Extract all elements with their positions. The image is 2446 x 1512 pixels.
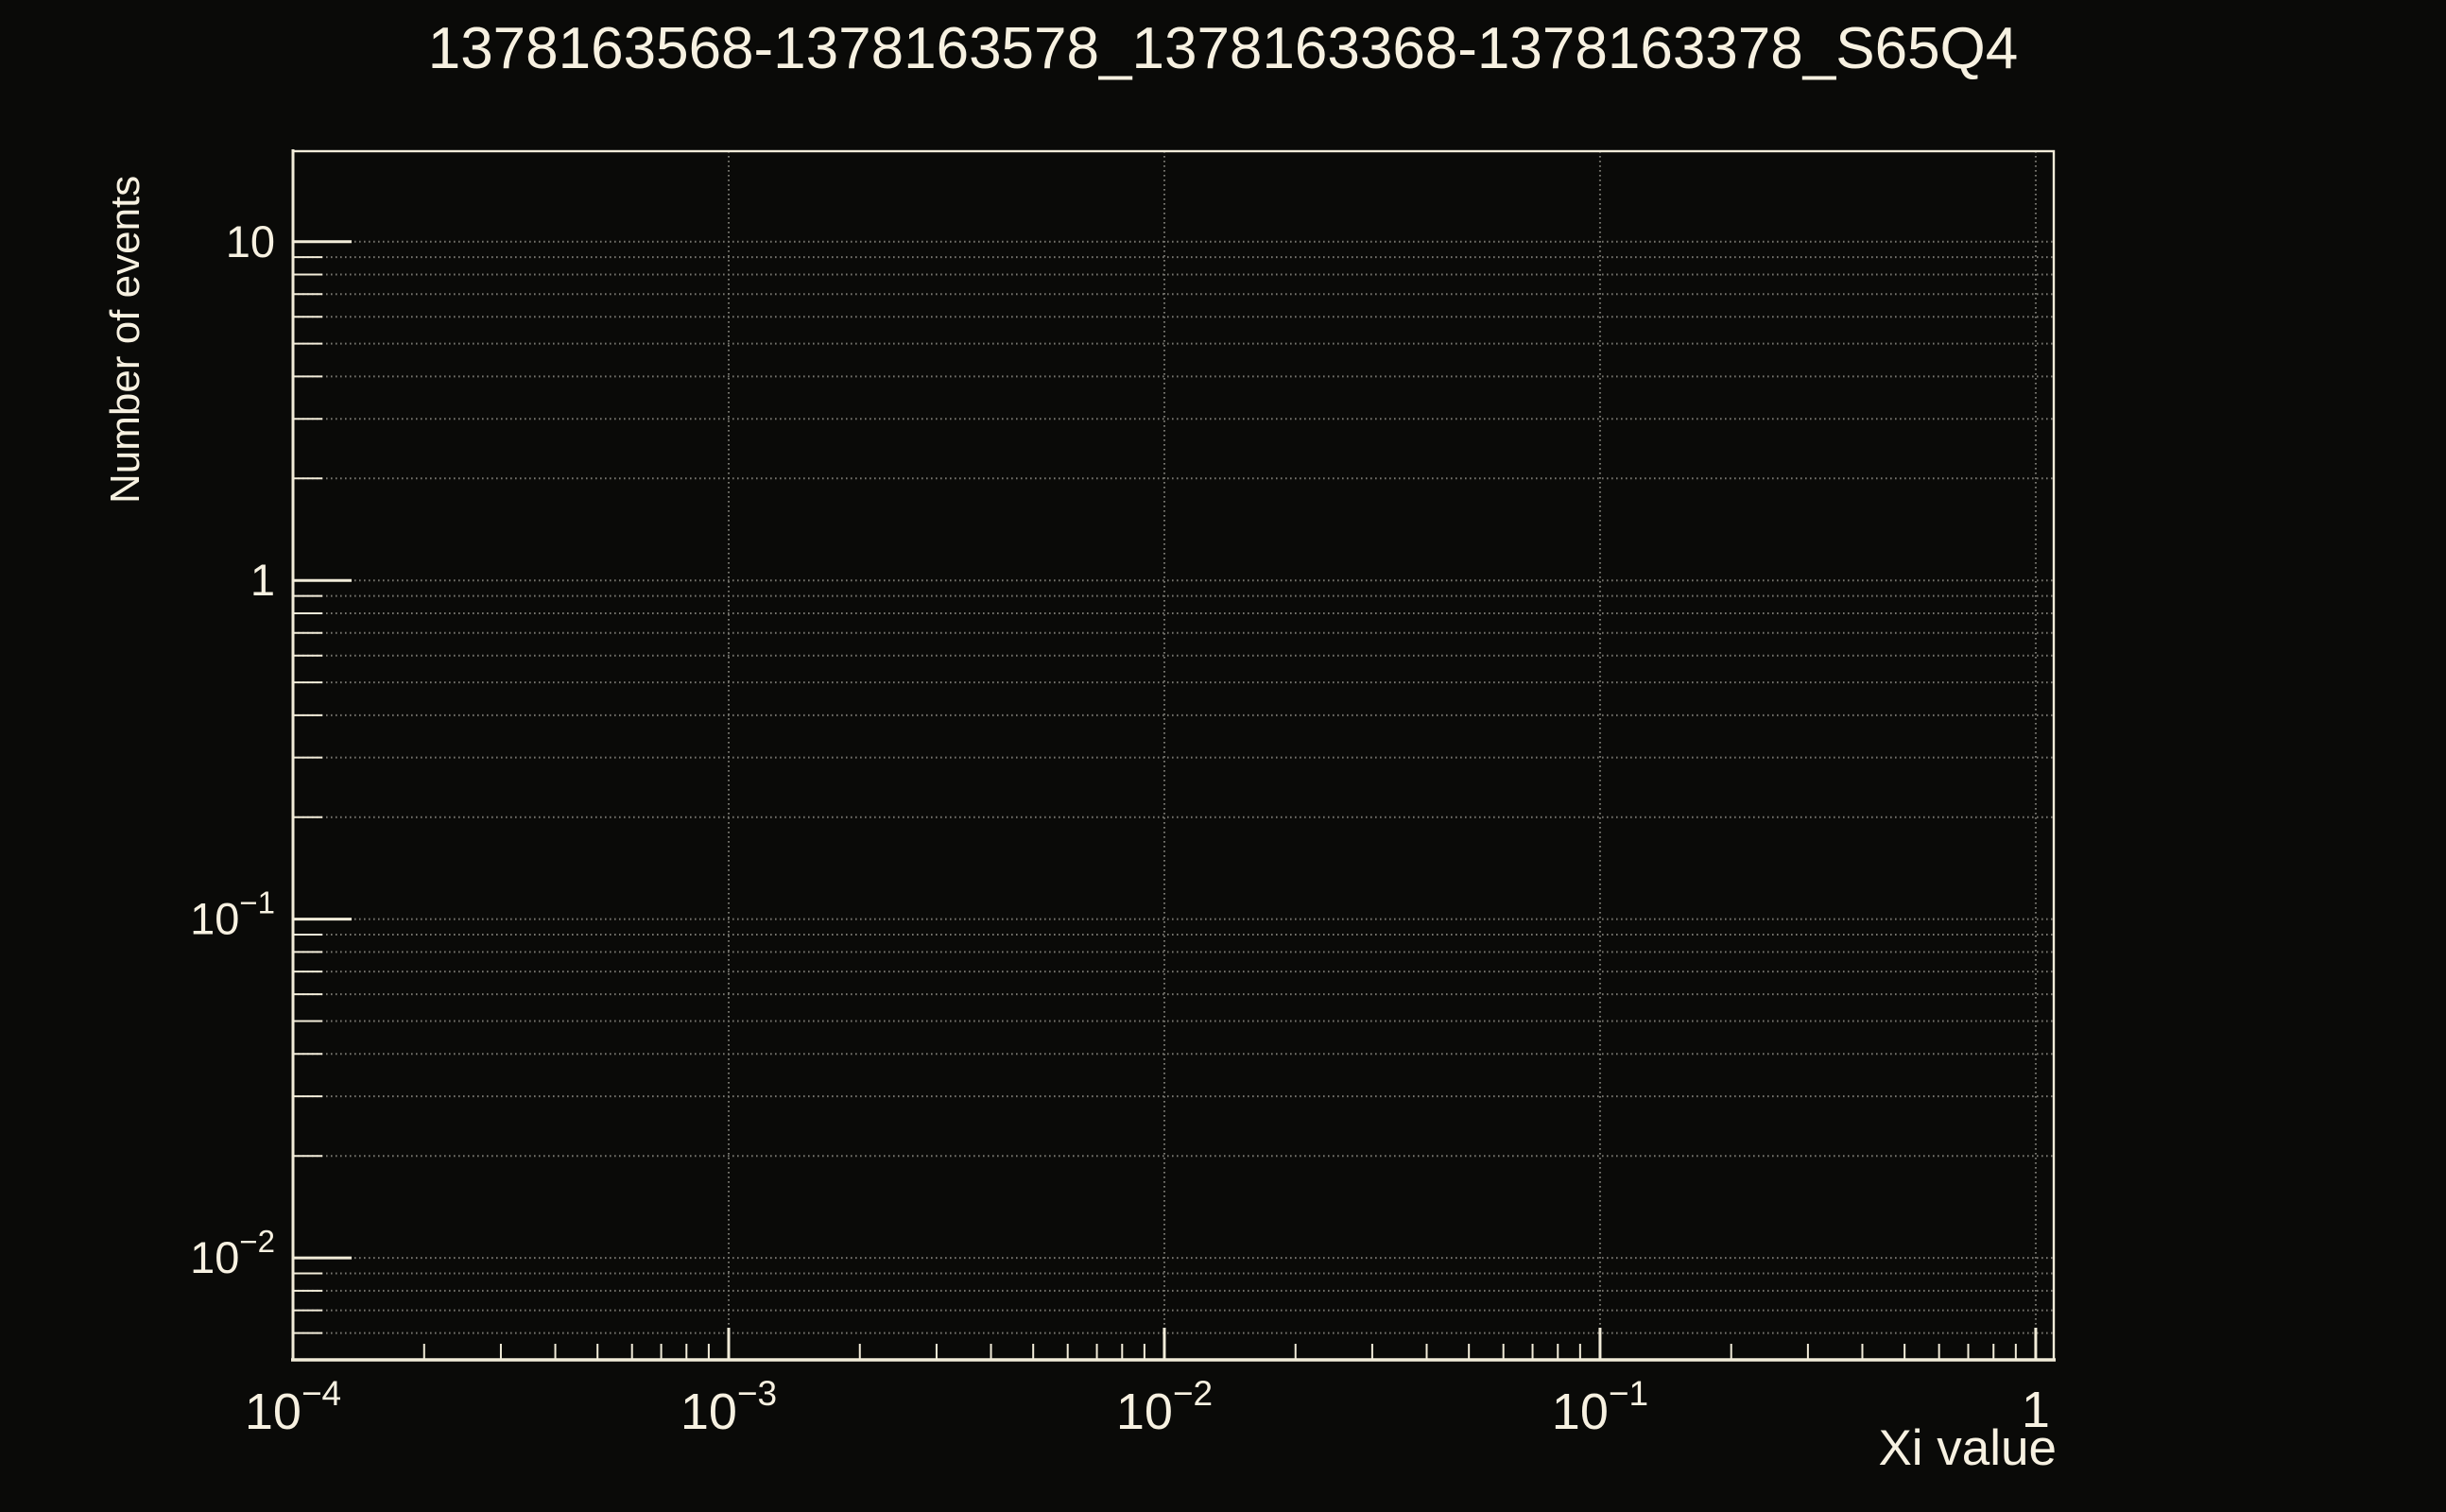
svg-text:10−1: 10−1 [190,885,275,944]
svg-text:10−2: 10−2 [1116,1374,1213,1440]
svg-text:1: 1 [2022,1382,2050,1438]
svg-text:1: 1 [250,555,275,605]
svg-text:10: 10 [226,216,275,266]
axis-tick-labels: 10 1 10−1 10−2 10−4 10−3 10−2 10−1 1 [190,216,2050,1440]
axis-ticks [291,240,2038,1360]
chart-title: 1378163568-1378163578_1378163368-1378163… [427,16,2019,81]
y-axis-title: Number of events [102,176,148,504]
svg-text:10−4: 10−4 [245,1374,341,1440]
svg-text:10−2: 10−2 [190,1224,275,1282]
x-axis-title: Xi value [1878,1420,2057,1476]
svg-text:10−1: 10−1 [1552,1374,1648,1440]
plot-frame [291,149,2056,1362]
svg-text:10−3: 10−3 [680,1374,777,1440]
gridlines [293,151,2054,1360]
